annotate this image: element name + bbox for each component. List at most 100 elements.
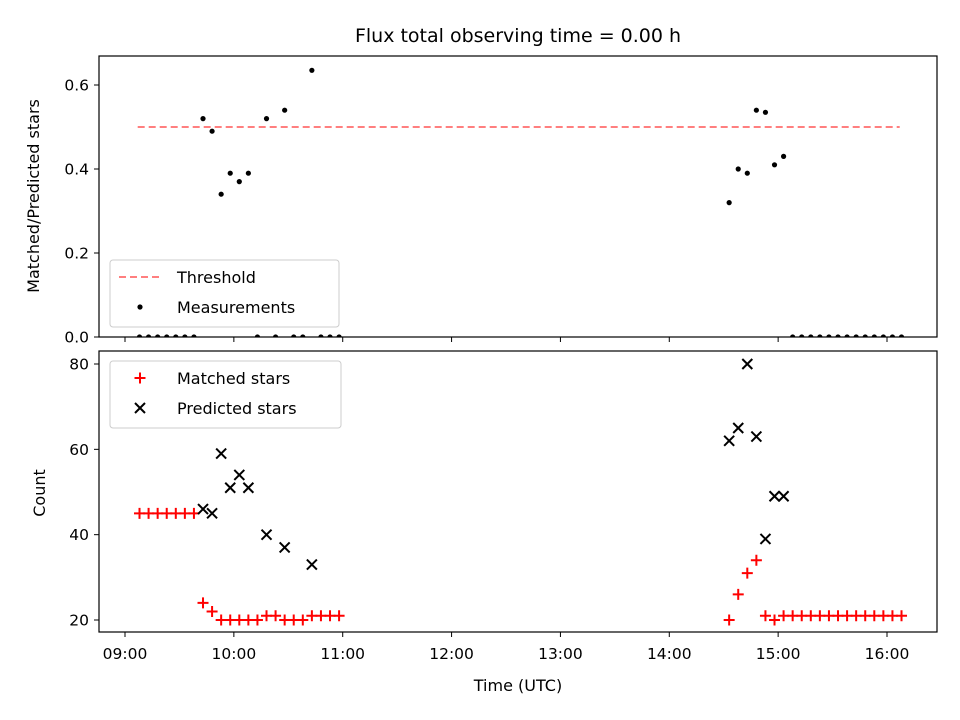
- plot-area-1: [134, 358, 908, 626]
- matched-stars-point-15: [270, 610, 282, 622]
- measurements-point-5: [182, 334, 188, 337]
- measurements-point-34: [826, 334, 832, 337]
- matched-stars-point-24: [732, 588, 744, 600]
- measurements-point-16: [282, 107, 288, 113]
- predicted-stars-point-11: [741, 358, 754, 370]
- measurements-point-40: [880, 334, 886, 337]
- matched-stars-point-7: [197, 597, 209, 609]
- measurements-point-20: [318, 334, 324, 337]
- predicted-stars-point-5: [242, 482, 255, 494]
- chart-title: Flux total observing time = 0.00 h: [355, 25, 681, 47]
- plot-area-0: [136, 67, 905, 337]
- predicted-stars-point-12: [750, 430, 763, 443]
- matched-stars-point-27: [759, 610, 771, 622]
- measurements-point-1: [145, 334, 152, 337]
- predicted-stars-point-10: [732, 422, 744, 434]
- legend-1: Matched stars Predicted stars: [109, 360, 342, 429]
- measurements-point-39: [871, 334, 877, 337]
- matched-stars-point-8: [206, 605, 218, 617]
- predicted-stars-point-4: [233, 469, 246, 481]
- measurements-point-7: [200, 116, 206, 122]
- legend-0: Threshold Measurements: [109, 259, 340, 328]
- measurements-point-32: [808, 334, 814, 337]
- measurements-point-6: [191, 334, 197, 337]
- matched-stars-point-28: [769, 614, 781, 626]
- matched-stars-point-18: [297, 614, 309, 626]
- legend-box-1: [109, 360, 342, 429]
- x-tick-label-6: 15:00: [756, 645, 801, 663]
- legend-matched-stars-label: Matched stars: [177, 369, 290, 388]
- x-tick-label-1: 10:00: [212, 645, 257, 663]
- measurements-point-35: [835, 334, 841, 337]
- measurements-point-19: [309, 67, 315, 73]
- measurements-point-38: [862, 334, 868, 337]
- predicted-stars-point-9: [723, 435, 735, 447]
- y-tick-label-0-3: 0.6: [64, 77, 89, 95]
- measurements-point-10: [227, 170, 233, 176]
- legend-matched-stars-swatch: [134, 372, 146, 384]
- matched-stars-point-25: [741, 567, 753, 579]
- measurements-point-29: [780, 153, 787, 159]
- measurements-point-33: [817, 334, 823, 337]
- predicted-stars-point-6: [260, 528, 273, 541]
- measurements-point-4: [173, 334, 179, 337]
- predicted-stars-point-13: [759, 533, 772, 545]
- predicted-stars-point-15: [777, 490, 790, 502]
- axes-frame-1: [98, 350, 938, 633]
- legend-measurements-label: Measurements: [177, 298, 295, 317]
- y-tick-label-0-1: 0.2: [64, 245, 89, 263]
- predicted-stars-point-14: [768, 490, 781, 502]
- top-panel: 0.0 0.2 0.4 0.6 Threshold Measurements: [64, 55, 938, 347]
- y-tick-label-1-0: 20: [69, 612, 89, 630]
- matched-stars-point-26: [750, 554, 762, 566]
- measurements-point-18: [300, 334, 306, 337]
- measurements-point-12: [245, 170, 251, 176]
- measurements-point-28: [771, 162, 778, 168]
- measurements-point-41: [889, 334, 896, 337]
- measurements-point-37: [853, 334, 859, 337]
- matched-stars-point-23: [723, 614, 735, 626]
- matched-stars-point-42: [896, 610, 908, 622]
- measurements-point-13: [254, 334, 261, 337]
- measurements-point-14: [263, 116, 270, 122]
- measurements-point-9: [218, 191, 224, 197]
- measurements-point-0: [136, 334, 143, 337]
- y-tick-label-1-3: 80: [69, 356, 89, 374]
- measurements-point-15: [272, 334, 279, 337]
- predicted-stars-point-8: [306, 558, 318, 571]
- measurements-point-11: [236, 179, 242, 185]
- bottom-panel: 20 40 60 80 09:00 10:00 11:00 12:00 13:00 14:00 15…: [69, 350, 938, 663]
- y-tick-label-0-2: 0.4: [64, 161, 89, 179]
- x-tick-label-2: 11:00: [320, 645, 365, 663]
- predicted-stars-point-3: [224, 482, 236, 494]
- legend-threshold-label: Threshold: [176, 268, 256, 287]
- x-tick-label-0: 09:00: [103, 645, 148, 663]
- measurements-point-23: [726, 200, 732, 206]
- matched-stars-point-13: [251, 614, 263, 626]
- legend-box-0: [109, 259, 340, 328]
- matched-stars-point-22: [333, 610, 345, 622]
- measurements-point-42: [898, 334, 905, 337]
- predicted-stars-point-7: [278, 541, 291, 554]
- measurements-point-2: [155, 334, 161, 337]
- legend-measurements-swatch: [137, 304, 143, 310]
- measurements-point-36: [844, 334, 850, 337]
- y-tick-label-0-0: 0.0: [64, 329, 89, 347]
- x-tick-label-4: 13:00: [538, 645, 583, 663]
- measurements-point-26: [753, 107, 759, 113]
- x-tick-label-5: 14:00: [647, 645, 692, 663]
- y-tick-label-1-1: 40: [69, 526, 89, 544]
- measurements-point-22: [336, 334, 342, 337]
- predicted-stars-point-2: [215, 447, 227, 460]
- measurements-point-25: [744, 170, 750, 176]
- measurements-point-17: [291, 334, 297, 337]
- axes-frame-0: [98, 55, 938, 338]
- predicted-stars-point-1: [206, 507, 218, 520]
- bottom-x-axis-label: Time (UTC): [473, 676, 562, 695]
- legend-predicted-stars-swatch: [134, 402, 146, 414]
- measurements-point-21: [327, 334, 333, 337]
- y-tick-label-1-2: 60: [69, 441, 89, 459]
- measurements-point-31: [799, 334, 805, 337]
- measurements-point-3: [164, 334, 170, 337]
